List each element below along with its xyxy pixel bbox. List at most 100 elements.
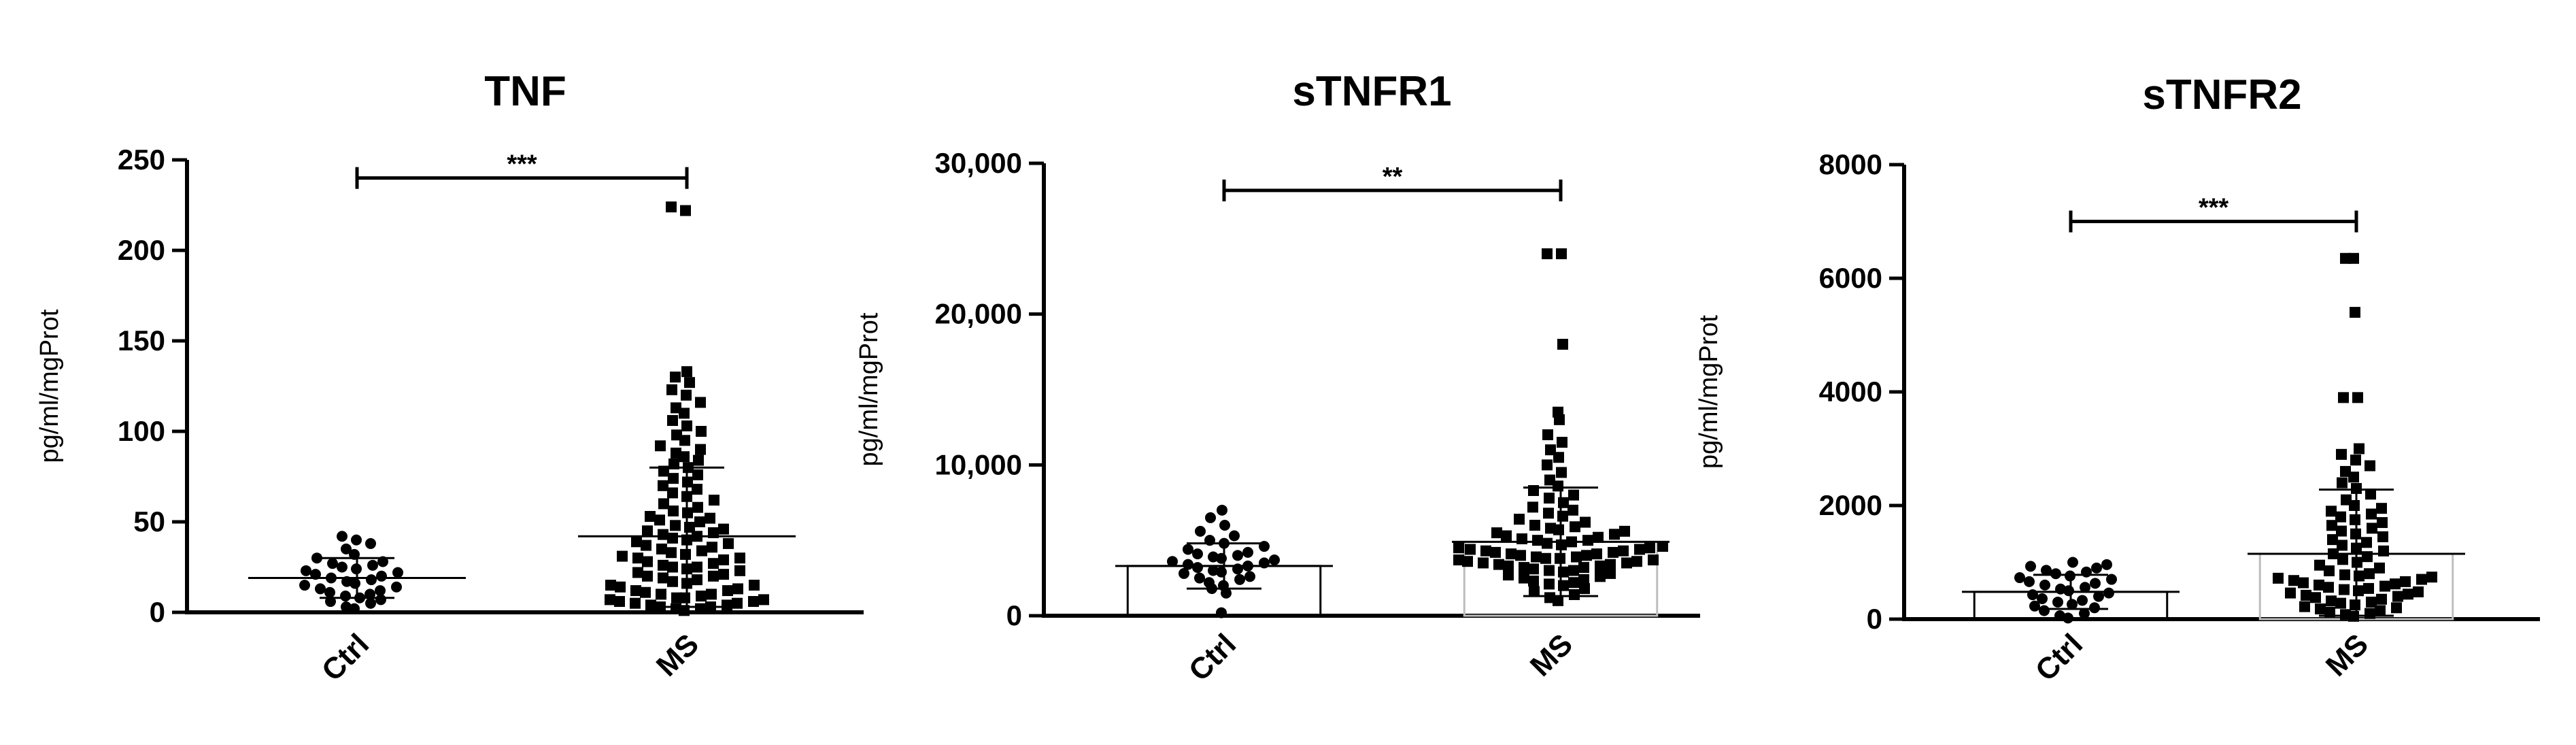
data-point xyxy=(667,532,678,544)
data-point xyxy=(1582,535,1593,546)
data-point xyxy=(2052,596,2063,608)
category-label-ms: MS xyxy=(650,627,705,682)
data-point xyxy=(2363,582,2374,594)
data-point xyxy=(2338,392,2349,403)
data-point xyxy=(1569,589,1580,600)
data-point xyxy=(1545,523,1556,534)
data-point xyxy=(1192,548,1203,560)
data-point xyxy=(2391,602,2402,614)
data-point xyxy=(722,599,732,611)
data-point xyxy=(1179,567,1189,579)
data-point xyxy=(2350,307,2360,318)
data-point xyxy=(1503,560,1514,572)
data-point xyxy=(630,585,641,597)
data-point xyxy=(2339,584,2350,595)
data-point xyxy=(645,599,656,611)
data-point xyxy=(671,447,681,459)
data-point xyxy=(2327,534,2338,546)
data-point xyxy=(670,371,681,383)
y-axis-label: pg/ml/mgProt xyxy=(855,312,883,466)
data-point xyxy=(1605,559,1616,570)
data-point xyxy=(692,561,702,573)
data-point xyxy=(1608,546,1619,558)
data-point xyxy=(666,547,677,559)
data-point xyxy=(1571,551,1582,563)
category-label-ms: MS xyxy=(1524,627,1579,682)
data-point xyxy=(1493,559,1504,570)
data-point xyxy=(2091,562,2102,574)
data-point xyxy=(695,397,706,408)
data-point xyxy=(1605,567,1616,579)
data-point xyxy=(695,603,706,614)
data-point xyxy=(1515,550,1526,561)
data-point xyxy=(1568,489,1579,501)
data-point xyxy=(2354,443,2365,454)
y-tick-label: 150 xyxy=(118,325,165,357)
data-point xyxy=(617,550,628,562)
data-point xyxy=(680,548,691,560)
data-point xyxy=(375,585,386,597)
data-point xyxy=(723,537,734,549)
data-point xyxy=(391,581,402,593)
data-point xyxy=(1595,560,1606,572)
data-point xyxy=(1542,537,1553,549)
data-point xyxy=(667,576,678,587)
data-point xyxy=(2374,562,2385,574)
data-point xyxy=(2106,574,2117,585)
data-point xyxy=(640,586,651,598)
chart-title: TNF xyxy=(484,68,566,115)
data-point xyxy=(749,580,760,591)
data-point xyxy=(2067,599,2078,610)
data-point xyxy=(1506,548,1516,560)
y-tick-label: 0 xyxy=(150,596,165,628)
chart-panel-stnfr2: sTNFR2 pg/ml/mgProt 0 2000 4000 6000 8000 Ct… xyxy=(1695,71,2540,688)
data-point xyxy=(2379,580,2390,592)
data-point xyxy=(2090,578,2101,589)
data-point xyxy=(1593,531,1604,543)
y-axis-ticks: 0 50 100 150 200 250 xyxy=(118,144,187,628)
data-point xyxy=(732,583,743,595)
data-point xyxy=(1183,559,1193,570)
data-point xyxy=(695,444,706,455)
data-point xyxy=(327,558,338,569)
data-point xyxy=(2351,482,2362,494)
y-axis-ticks: 0 2000 4000 6000 8000 xyxy=(1819,148,1904,635)
data-point xyxy=(1568,565,1579,576)
data-point xyxy=(1543,508,1554,519)
data-point xyxy=(2103,587,2114,599)
data-point xyxy=(2377,531,2388,542)
data-point xyxy=(1527,501,1538,513)
data-point xyxy=(1581,550,1592,561)
data-point xyxy=(337,531,348,542)
category-label-ctrl: Ctrl xyxy=(1183,627,1242,687)
y-tick-label: 4000 xyxy=(1819,376,1882,408)
data-point xyxy=(2352,392,2363,403)
data-point xyxy=(1529,520,1540,531)
data-point xyxy=(351,534,362,546)
data-point xyxy=(667,415,678,427)
data-point xyxy=(1558,566,1569,578)
data-point xyxy=(1644,542,1655,554)
data-point xyxy=(1528,576,1539,587)
data-point xyxy=(1208,565,1219,576)
data-point xyxy=(684,521,695,533)
data-point xyxy=(1519,572,1529,584)
plot-area xyxy=(1042,163,1700,618)
data-point xyxy=(2350,599,2360,611)
data-point xyxy=(614,596,625,608)
data-point xyxy=(718,554,729,565)
data-point xyxy=(1657,541,1668,552)
data-point xyxy=(1462,556,1473,567)
data-point xyxy=(2067,557,2078,568)
data-point xyxy=(666,201,677,213)
data-point xyxy=(632,552,643,564)
data-point xyxy=(656,589,666,600)
data-point xyxy=(1453,554,1464,565)
data-point xyxy=(2335,511,2346,523)
data-point xyxy=(655,440,666,452)
data-point xyxy=(349,603,360,614)
data-point xyxy=(1648,554,1659,565)
data-point xyxy=(1219,520,1230,531)
data-point xyxy=(2299,601,2310,612)
data-point xyxy=(2336,525,2347,537)
